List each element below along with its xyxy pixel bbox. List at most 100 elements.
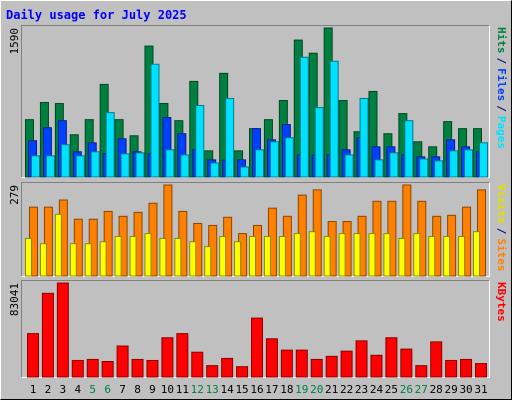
legend-entry: KBytes xyxy=(495,282,508,322)
plot-frame-dark xyxy=(21,280,490,378)
bar xyxy=(353,233,361,277)
bar xyxy=(236,366,249,378)
x-tick-label: 31 xyxy=(474,383,487,396)
bar xyxy=(120,153,130,178)
x-tick-label: 14 xyxy=(221,383,235,396)
legend-entry: Visits xyxy=(495,184,508,224)
bar xyxy=(280,349,293,378)
bar xyxy=(355,340,368,378)
bar xyxy=(86,358,99,378)
y-tick-label: 1590 xyxy=(8,28,21,55)
bar xyxy=(90,151,100,178)
bar xyxy=(413,233,421,277)
bar xyxy=(359,97,369,178)
bar xyxy=(165,149,175,178)
bar xyxy=(383,233,391,277)
x-tick-label: 6 xyxy=(104,383,111,396)
x-tick-label: 15 xyxy=(235,383,248,396)
bar xyxy=(99,241,107,277)
x-tick-label: 22 xyxy=(340,383,353,396)
bar xyxy=(398,237,406,277)
bar xyxy=(195,104,205,178)
chart-title: Daily usage for July 2025 xyxy=(6,8,187,22)
bar xyxy=(293,233,301,277)
bar xyxy=(464,149,474,178)
bar xyxy=(310,358,323,378)
bar xyxy=(191,351,204,378)
bar xyxy=(400,348,413,378)
x-tick-label: 17 xyxy=(265,383,278,396)
x-tick-label: 3 xyxy=(60,383,67,396)
x-tick-label: 24 xyxy=(370,383,384,396)
bar xyxy=(323,236,331,277)
bar xyxy=(299,56,309,178)
bar xyxy=(129,236,137,277)
x-tick-label: 9 xyxy=(149,383,156,396)
bar xyxy=(219,236,227,277)
x-tick-label: 28 xyxy=(430,383,443,396)
bar xyxy=(284,137,294,178)
bar xyxy=(69,243,77,277)
bar xyxy=(434,160,444,178)
x-tick-label: 12 xyxy=(191,383,204,396)
bar xyxy=(174,237,182,277)
bar xyxy=(114,236,122,277)
bar xyxy=(255,149,264,178)
x-tick-label: 5 xyxy=(89,383,96,396)
bar xyxy=(135,152,145,178)
bar xyxy=(84,243,92,277)
bar xyxy=(385,337,398,378)
bar xyxy=(449,150,459,178)
legend-entry: Files xyxy=(495,68,508,101)
legend: KBytes xyxy=(495,282,508,322)
bar xyxy=(278,236,286,277)
x-tick-label: 1 xyxy=(30,383,37,396)
bar xyxy=(45,155,55,178)
bar xyxy=(249,236,256,277)
bar xyxy=(180,154,190,178)
bar xyxy=(419,158,429,178)
plot-frame-dark xyxy=(21,25,490,178)
bar xyxy=(479,142,488,178)
bar xyxy=(146,359,159,378)
plot-frame-light xyxy=(21,182,490,277)
bar xyxy=(225,97,235,178)
legend-entry: Hits xyxy=(495,27,508,54)
x-tick-label: 4 xyxy=(74,383,81,396)
y-tick-label: 279 xyxy=(8,185,21,205)
bar xyxy=(240,166,250,178)
bar xyxy=(314,107,324,178)
bar xyxy=(308,231,316,277)
bar xyxy=(39,243,47,277)
bar xyxy=(131,358,144,378)
x-tick-label: 7 xyxy=(119,383,126,396)
x-tick-label: 8 xyxy=(134,383,141,396)
x-tick-label: 2 xyxy=(45,383,52,396)
bar xyxy=(25,237,32,277)
bar xyxy=(60,144,70,178)
x-tick-label: 30 xyxy=(459,383,472,396)
x-tick-label: 21 xyxy=(325,383,338,396)
bar xyxy=(263,236,271,277)
bar xyxy=(338,233,346,277)
x-tick-label: 25 xyxy=(385,383,398,396)
x-tick-label: 27 xyxy=(415,383,428,396)
bar xyxy=(473,231,480,277)
bar xyxy=(460,358,473,378)
bar xyxy=(251,317,263,378)
bar xyxy=(43,206,53,277)
bar xyxy=(415,365,428,378)
bar xyxy=(101,361,114,378)
bar xyxy=(458,236,466,277)
x-tick-label: 16 xyxy=(250,383,263,396)
bar xyxy=(27,333,39,378)
bar xyxy=(344,154,354,178)
bar xyxy=(402,184,412,277)
bar xyxy=(189,241,197,277)
bar xyxy=(428,236,436,277)
x-tick-label: 20 xyxy=(310,383,323,396)
bar xyxy=(31,155,40,178)
bar xyxy=(204,246,212,277)
bar xyxy=(325,355,338,378)
